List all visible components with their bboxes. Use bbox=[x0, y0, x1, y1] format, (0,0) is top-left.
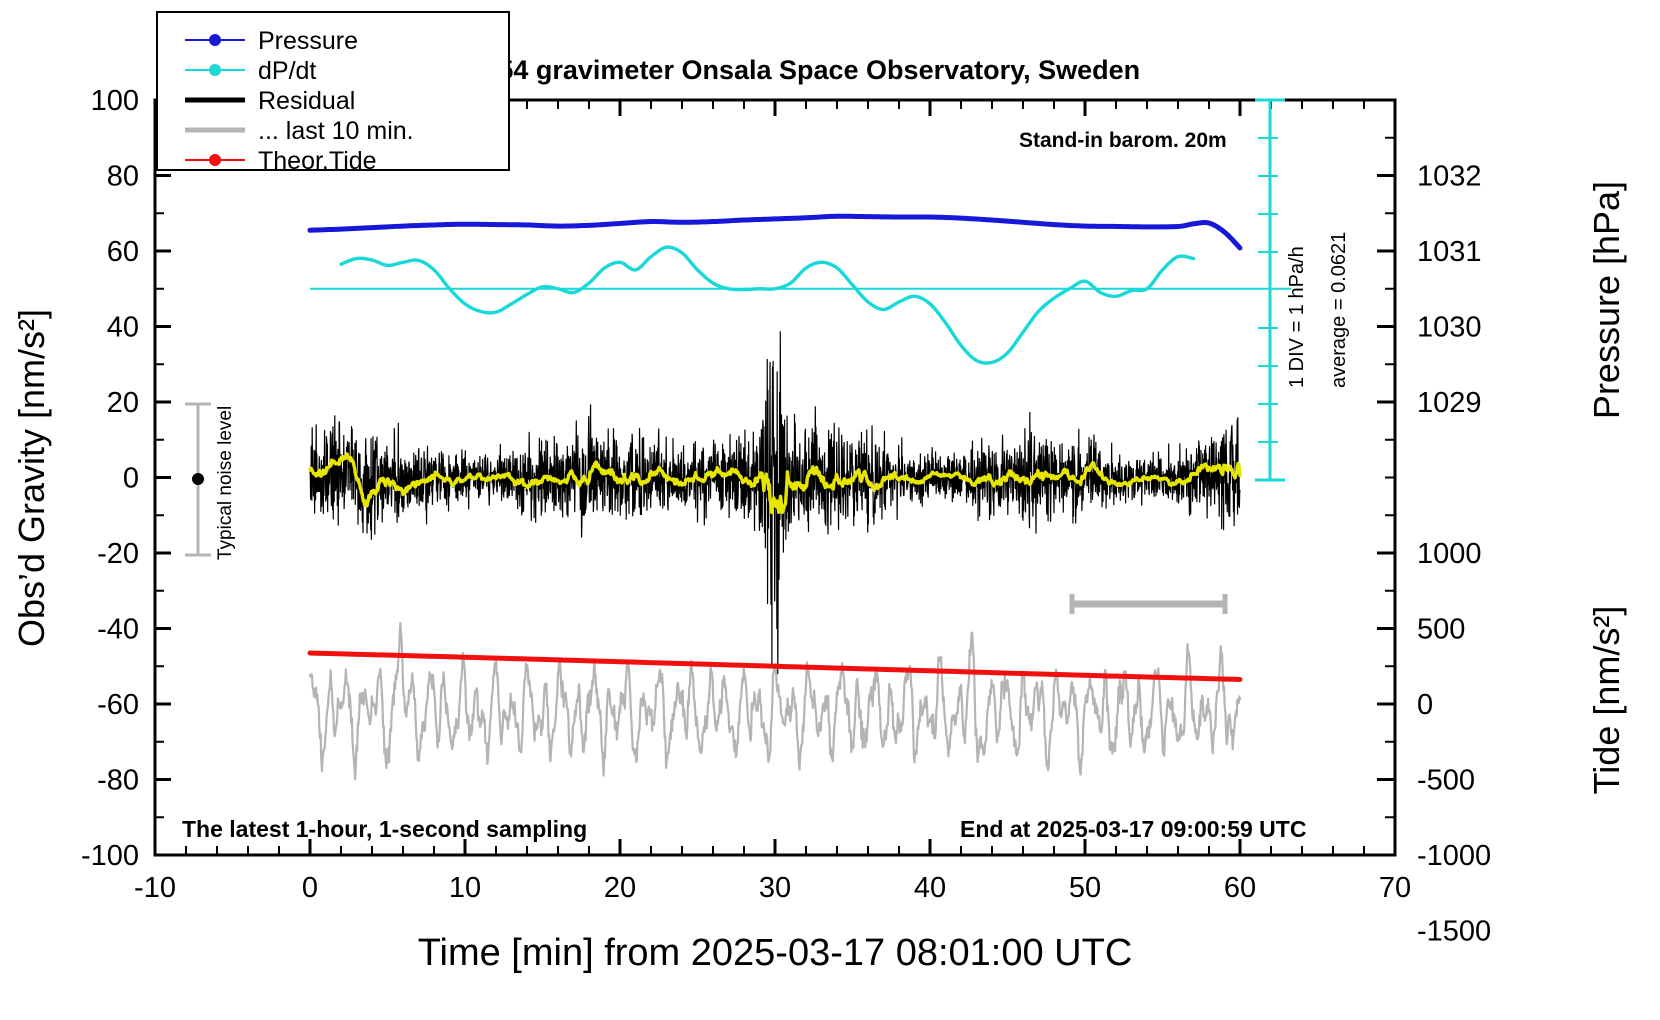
y-right-tide-tick-label: 1000 bbox=[1417, 538, 1482, 570]
x-tick-label: 70 bbox=[1379, 872, 1411, 904]
legend-item-label: Theor.Tide bbox=[258, 147, 377, 175]
footer-left-label: The latest 1-hour, 1-second sampling bbox=[182, 816, 587, 842]
y-right-pressure-axis-title: Pressure [hPa] bbox=[1586, 181, 1627, 419]
dpdt-scale-axis bbox=[1255, 98, 1285, 482]
y-right-tide-axis-title: Tide [nm/s²] bbox=[1586, 606, 1627, 795]
x-tick-label: 50 bbox=[1069, 872, 1101, 904]
legend-item-label: Pressure bbox=[258, 27, 358, 55]
legend-swatch-marker bbox=[209, 34, 221, 46]
y-left-axis-title: Obs’d Gravity [nm/s²] bbox=[11, 309, 52, 647]
legend-item-label: ... last 10 min. bbox=[258, 117, 414, 145]
y-left-tick-label: 20 bbox=[107, 387, 139, 419]
x-tick-label: 0 bbox=[302, 872, 318, 904]
y-left-tick-label: -20 bbox=[97, 538, 139, 570]
y-right-pressure-tick-label: 1031 bbox=[1417, 236, 1482, 268]
y-left-tick-label: -100 bbox=[81, 840, 139, 872]
legend-item-label: Residual bbox=[258, 87, 355, 115]
legend-swatch-marker bbox=[209, 154, 221, 166]
y-left-tick-label: 40 bbox=[107, 312, 139, 344]
series-dpdt-trace bbox=[339, 245, 1196, 365]
dpdt-average-label: average = 0.0621 bbox=[1328, 232, 1350, 388]
y-left-tick-label: -80 bbox=[97, 765, 139, 797]
y-left-tick-label: 80 bbox=[107, 161, 139, 193]
series-theor-tide-trace bbox=[307, 650, 1243, 682]
y-right-tide-tick-label: -1000 bbox=[1417, 840, 1491, 872]
y-right-pressure-tick-label: 1029 bbox=[1417, 387, 1482, 419]
y-right-pressure-tick-label: 1030 bbox=[1417, 312, 1482, 344]
axes-layer: -10 0 10 20 30 40 50 60 70100806040200-20-40-60-… bbox=[81, 85, 1491, 948]
y-left-tick-label: -60 bbox=[97, 689, 139, 721]
typical-noise-level-label: Typical noise level bbox=[215, 406, 236, 560]
x-axis-title: Time [min] from 2025-03-17 08:01:00 UTC bbox=[418, 932, 1133, 974]
legend-item-residual[interactable]: Residual bbox=[185, 87, 355, 115]
annotation-layer: Typical noise level 1 D bbox=[182, 98, 1350, 842]
dpdt-div-label: 1 DIV = 1 hPa/h bbox=[1286, 246, 1308, 388]
x-tick-label: 10 bbox=[449, 872, 481, 904]
legend-item-label: dP/dt bbox=[258, 57, 316, 85]
series-pressure-trace bbox=[307, 213, 1243, 251]
y-left-tick-label: 0 bbox=[123, 463, 139, 495]
legend-item-pressure[interactable]: Pressure bbox=[185, 27, 358, 55]
y-right-tide-tick-label: 500 bbox=[1417, 614, 1465, 646]
y-left-tick-label: 100 bbox=[91, 85, 139, 117]
series-residual-smoothed-trace bbox=[308, 452, 1242, 515]
legend-swatch-marker bbox=[209, 64, 221, 76]
y-right-pressure-tick-label: 1032 bbox=[1417, 161, 1482, 193]
x-tick-label: 30 bbox=[759, 872, 791, 904]
standin-barometer-label: Stand-in barom. 20m bbox=[1019, 129, 1227, 152]
x-tick-label: 60 bbox=[1224, 872, 1256, 904]
x-tick-label: -10 bbox=[134, 872, 176, 904]
legend-item-theor-tide[interactable]: Theor.Tide bbox=[185, 147, 377, 175]
last-10-min-span-bar bbox=[1069, 594, 1228, 614]
legend-item-last-10-min[interactable]: ... last 10 min. bbox=[185, 117, 414, 145]
y-left-tick-label: -40 bbox=[97, 614, 139, 646]
y-right-tide-tick-label: -500 bbox=[1417, 765, 1475, 797]
x-tick-label: 20 bbox=[604, 872, 636, 904]
page-title: SCG_054 gravimeter Onsala Space Observat… bbox=[410, 55, 1140, 85]
y-left-tick-label: 60 bbox=[107, 236, 139, 268]
footer-right-label: End at 2025-03-17 09:00:59 UTC bbox=[960, 816, 1306, 842]
x-tick-label: 40 bbox=[914, 872, 946, 904]
y-right-tide-tick-label: 0 bbox=[1417, 689, 1433, 721]
data-traces-layer bbox=[307, 213, 1292, 781]
y-right-tide-tick-label: -1500 bbox=[1417, 916, 1491, 948]
typical-noise-level-marker bbox=[185, 402, 211, 557]
legend-item-dp-dt[interactable]: dP/dt bbox=[185, 57, 316, 85]
